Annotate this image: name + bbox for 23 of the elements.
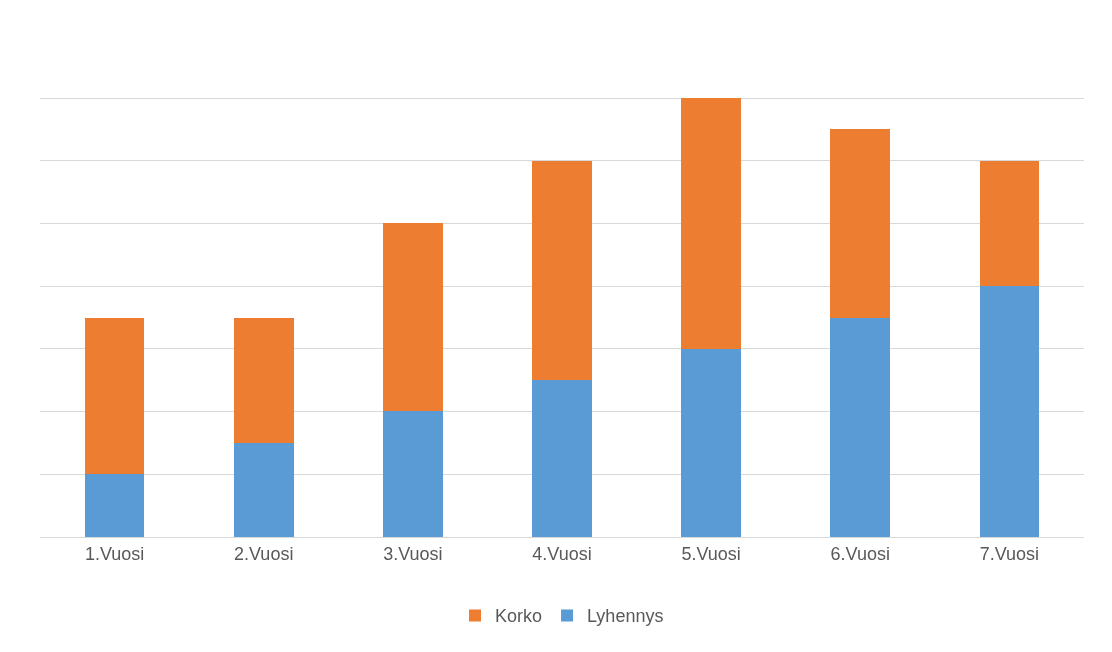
- bar: [979, 286, 1040, 537]
- bar: [681, 348, 741, 537]
- bar: [233, 443, 294, 537]
- x-tick-label: 4.Vuosi: [532, 543, 592, 564]
- bar: [233, 317, 294, 444]
- x-tick-label: 1.Vuosi: [84, 543, 145, 564]
- bar: [830, 317, 891, 537]
- x-tick-label: 3.Vuosi: [383, 543, 443, 564]
- x-tick-label: 6.Vuosi: [830, 543, 890, 564]
- bar: [84, 317, 145, 475]
- bar: [979, 160, 1040, 287]
- x-tick-label: 5.Vuosi: [681, 543, 741, 564]
- bar: [681, 98, 741, 349]
- legend-label: Korko: [495, 606, 543, 627]
- bar: [84, 474, 145, 537]
- bar: [532, 160, 592, 381]
- bar: [830, 129, 891, 318]
- bar: [532, 380, 592, 537]
- x-tick-label: 7.Vuosi: [979, 543, 1040, 564]
- x-tick-label: 2.Vuosi: [234, 543, 294, 564]
- bar: [383, 223, 443, 412]
- legend-label: Lyhennys: [587, 606, 664, 627]
- bar: [383, 411, 443, 537]
